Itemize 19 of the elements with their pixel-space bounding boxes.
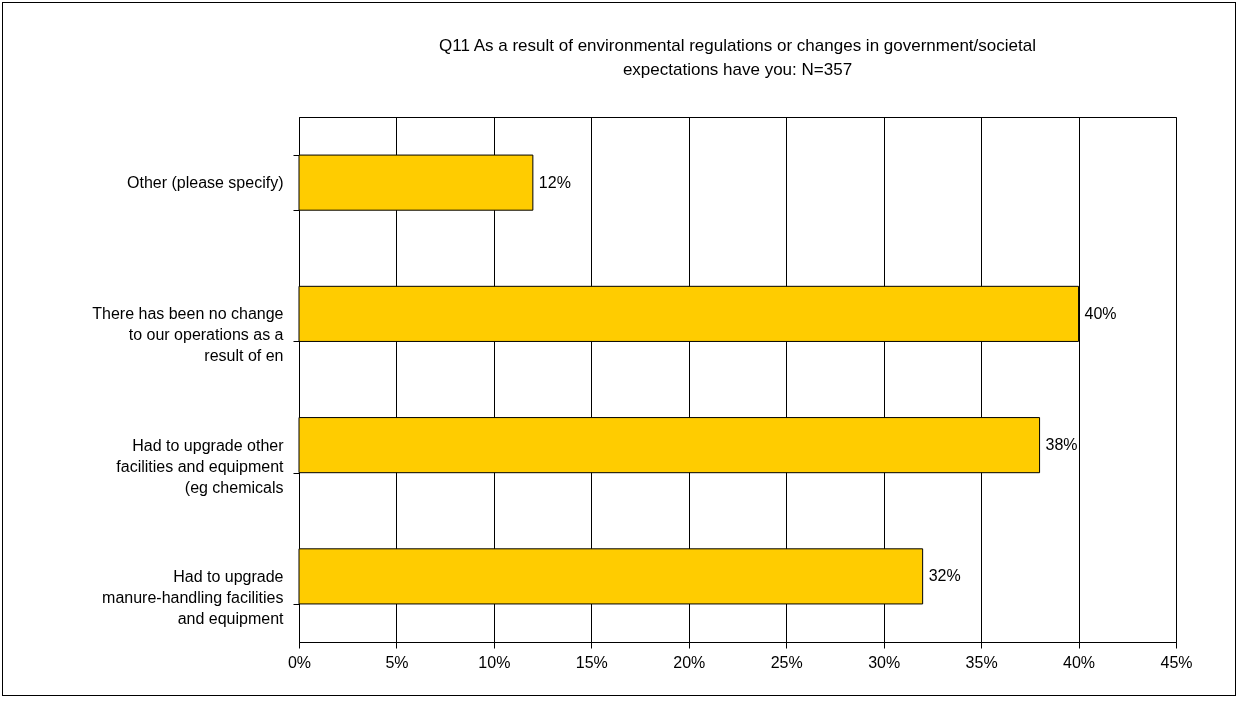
y-tick-label: There has been no change to our operations as a result of en (92, 305, 284, 365)
y-tick-label: Had to upgrade manure-handling facilities and equipment (102, 567, 285, 627)
data-label: 38% (1045, 436, 1078, 454)
x-tick-label: 10% (478, 653, 511, 671)
chart-title: Q11 As a result of environmental regulations or changes in government/societal expectations have you: N=357 (439, 36, 1036, 79)
x-tick-label: 35% (965, 653, 998, 671)
x-tick-label: 20% (673, 653, 706, 671)
x-tick-label: 15% (575, 653, 608, 671)
x-tick-label: 45% (1160, 653, 1193, 671)
x-tick-label: 25% (770, 653, 803, 671)
x-tick-label: 0% (287, 653, 312, 671)
data-label: 12% (538, 173, 571, 191)
data-label: 32% (928, 567, 961, 585)
data-label: 40% (1084, 304, 1117, 322)
x-tick-label: 30% (868, 653, 901, 671)
y-tick-label: Other (please specify) (126, 174, 284, 192)
x-tick-label: 5% (385, 653, 409, 671)
x-tick-label: 40% (1063, 653, 1096, 671)
y-tick-label: Had to upgrade other facilities and equipment (eg chemicals (116, 436, 285, 496)
